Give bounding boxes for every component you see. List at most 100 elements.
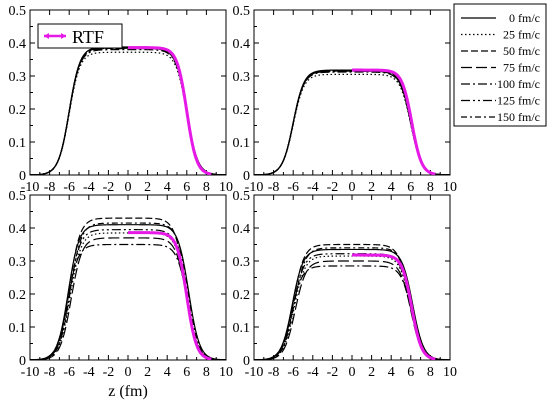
x-tick-label: 4 — [388, 180, 395, 195]
x-tick-label: -6 — [287, 365, 299, 380]
legend-label-2: 50 fm/c — [503, 44, 540, 58]
y-tick-label: 0 — [19, 169, 26, 184]
x-tick-label: 6 — [407, 180, 414, 195]
x-tick-label: 8 — [427, 180, 434, 195]
x-tick-label: 0 — [125, 365, 132, 380]
y-tick-label: 0.1 — [233, 321, 251, 336]
x-tick-label: 4 — [164, 180, 171, 195]
x-tick-label: -8 — [268, 180, 280, 195]
x-tick-label: -8 — [44, 365, 56, 380]
x-tick-label: -6 — [63, 365, 75, 380]
x-tick-label: 10 — [443, 180, 457, 195]
x-tick-label: 6 — [183, 180, 190, 195]
y-tick-label: 0.5 — [9, 189, 27, 204]
y-tick-label: 0.4 — [9, 37, 27, 52]
y-tick-label: 0.1 — [233, 136, 251, 151]
x-tick-label: 2 — [144, 180, 151, 195]
x-tick-label: -2 — [327, 180, 339, 195]
x-tick-label: 2 — [368, 180, 375, 195]
y-tick-label: 0.3 — [9, 70, 27, 85]
legend-label-3: 75 fm/c — [503, 61, 540, 75]
y-tick-label: 0.5 — [233, 4, 251, 19]
x-tick-label: -4 — [307, 180, 319, 195]
legend-label-6: 150 fm/c — [497, 110, 540, 124]
rtf-legend-arrow-right — [61, 33, 66, 39]
series-150-fm-c — [254, 247, 450, 360]
rtf-curve — [128, 231, 212, 360]
rtf-curve — [128, 46, 212, 175]
x-tick-label: 2 — [144, 365, 151, 380]
x-tick-label: 2 — [368, 365, 375, 380]
x-tick-label: 8 — [427, 365, 434, 380]
y-tick-label: 0 — [243, 354, 250, 369]
x-tick-label: 10 — [219, 365, 233, 380]
x-tick-label: -2 — [103, 365, 115, 380]
y-tick-label: 0.4 — [233, 37, 251, 52]
x-tick-label: 4 — [388, 365, 395, 380]
y-tick-label: 0.4 — [9, 222, 27, 237]
y-tick-label: 0.1 — [9, 321, 27, 336]
x-tick-label: -2 — [327, 365, 339, 380]
panel-frame — [253, 194, 451, 361]
x-axis-title: z (fm) — [108, 383, 148, 400]
legend-label-4: 100 fm/c — [497, 77, 540, 91]
y-tick-label: 0.2 — [9, 288, 27, 303]
series-group — [254, 68, 450, 175]
y-tick-label: 0.5 — [233, 189, 251, 204]
rtf-curve — [352, 253, 436, 360]
y-tick-label: 0.5 — [9, 4, 27, 19]
rtf-legend-label: RTF — [72, 27, 104, 47]
x-tick-label: 6 — [407, 365, 414, 380]
x-tick-label: -4 — [83, 365, 95, 380]
y-tick-label: 0.2 — [233, 103, 251, 118]
x-tick-label: -6 — [287, 180, 299, 195]
x-tick-label: -4 — [307, 365, 319, 380]
x-tick-label: 10 — [219, 180, 233, 195]
rtf-curve — [352, 68, 436, 175]
x-tick-label: -4 — [83, 180, 95, 195]
legend-label-1: 25 fm/c — [503, 28, 540, 42]
series-group — [254, 243, 450, 360]
x-tick-label: -8 — [268, 365, 280, 380]
x-tick-label: -8 — [44, 180, 56, 195]
rtf-legend: RTF — [37, 23, 123, 49]
panel-frame — [253, 9, 451, 176]
x-tick-label: -10 — [245, 365, 264, 380]
x-tick-label: 8 — [203, 180, 210, 195]
y-tick-label: 0.2 — [9, 103, 27, 118]
y-tick-label: 0 — [243, 169, 250, 184]
series-group — [30, 46, 226, 175]
legend-label-0: 0 fm/c — [509, 11, 540, 25]
x-tick-label: -2 — [103, 180, 115, 195]
x-tick-label: 8 — [203, 365, 210, 380]
x-tick-label: 4 — [164, 365, 171, 380]
legend-label-5: 125 fm/c — [497, 94, 540, 108]
x-tick-label: 0 — [125, 180, 132, 195]
y-tick-label: 0.1 — [9, 136, 27, 151]
rtf-legend-arrow-left — [44, 33, 49, 39]
series-75-fm-c — [254, 260, 450, 360]
y-tick-label: 0.3 — [233, 255, 251, 270]
x-tick-label: -6 — [63, 180, 75, 195]
time-legend-box — [453, 3, 547, 127]
x-tick-label: 10 — [443, 365, 457, 380]
series-0-fm-c — [254, 248, 450, 360]
x-tick-label: 6 — [183, 365, 190, 380]
y-tick-label: 0.3 — [9, 255, 27, 270]
series-150-fm-c — [30, 222, 226, 360]
x-tick-label: -10 — [21, 180, 40, 195]
x-tick-label: -10 — [245, 180, 264, 195]
y-tick-label: 0 — [19, 354, 26, 369]
y-tick-label: 0.4 — [233, 222, 251, 237]
x-tick-label: -10 — [21, 365, 40, 380]
y-tick-label: 0.3 — [233, 70, 251, 85]
series-group — [30, 217, 226, 360]
x-tick-label: 0 — [349, 365, 356, 380]
time-legend: 0 fm/c 25 fm/c 50 fm/c 75 fm/c 100 fm/c 125 f… — [453, 3, 547, 127]
